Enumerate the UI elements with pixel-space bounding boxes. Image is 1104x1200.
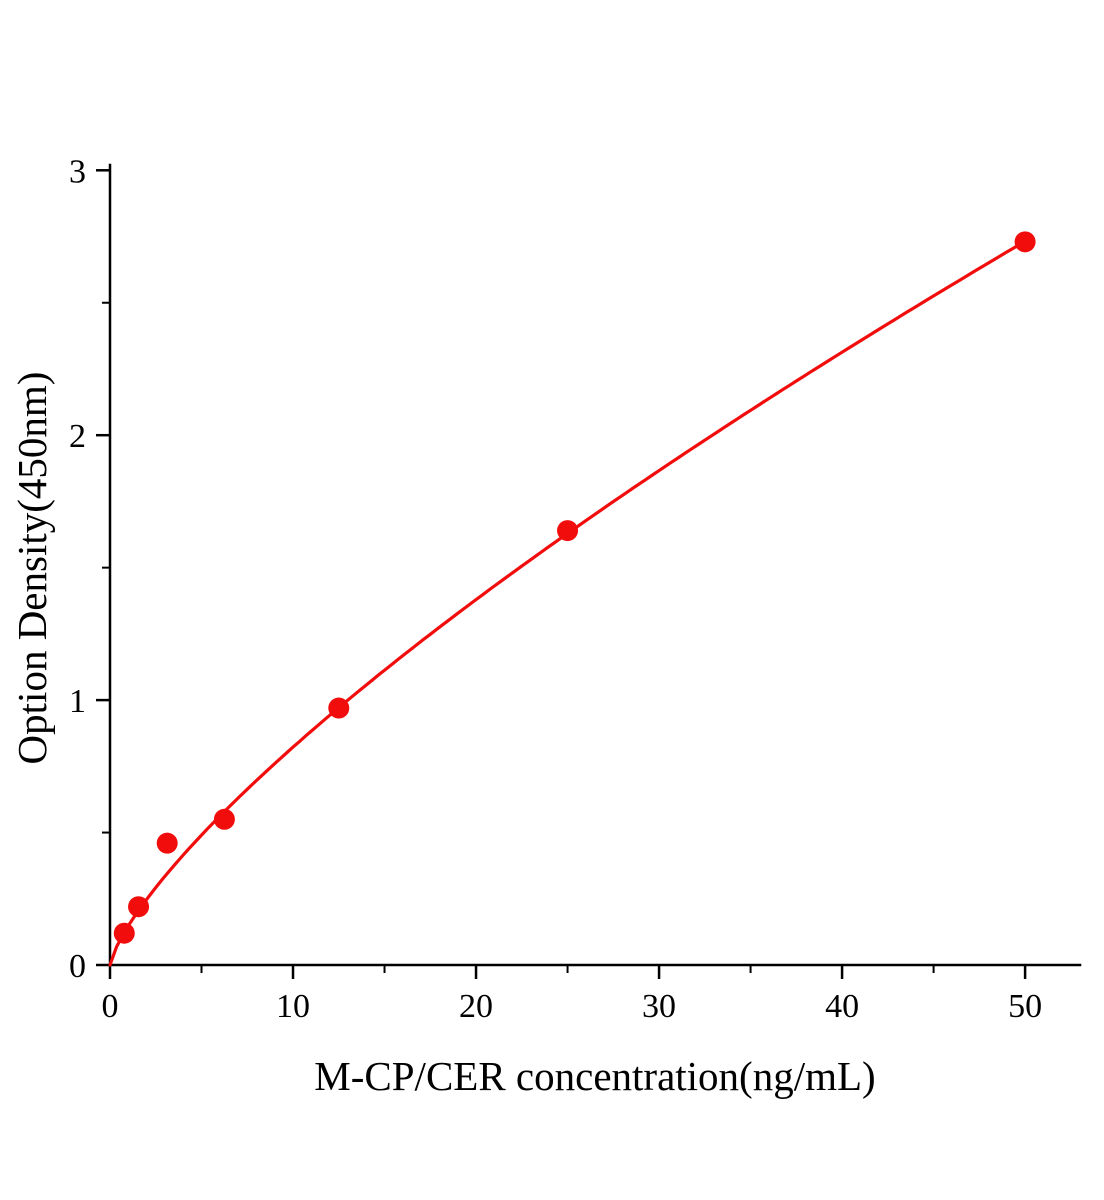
x-tick-label: 0 <box>102 988 119 1025</box>
y-tick-label: 3 <box>69 153 86 190</box>
data-point <box>328 697 350 719</box>
data-point <box>156 832 178 854</box>
x-tick-label: 50 <box>1008 988 1042 1025</box>
x-tick-label: 30 <box>642 988 676 1025</box>
fit-curve <box>108 239 1027 967</box>
y-axis-title: Option Density(450nm) <box>9 372 55 765</box>
x-tick-label: 10 <box>276 988 310 1025</box>
plot-area: 0 10 20 30 40 50 0 1 2 3 <box>69 153 1082 1025</box>
y-tick-label: 2 <box>69 418 86 455</box>
data-point <box>113 922 135 944</box>
y-tick-label: 0 <box>69 948 86 985</box>
axis-spines <box>108 163 1082 967</box>
data-point <box>213 808 235 830</box>
y-tick-label: 1 <box>69 683 86 720</box>
x-tick-label: 40 <box>825 988 859 1025</box>
data-point <box>128 896 150 918</box>
data-point <box>557 520 579 542</box>
x-tick-label: 20 <box>459 988 493 1025</box>
data-point <box>1014 231 1036 253</box>
x-axis-title: M-CP/CER concentration(ng/mL) <box>314 1053 875 1099</box>
